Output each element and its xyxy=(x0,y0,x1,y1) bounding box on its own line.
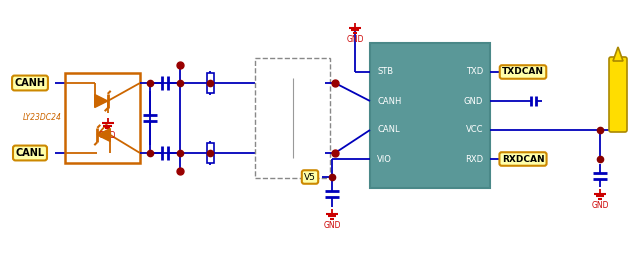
Text: GND: GND xyxy=(591,201,609,210)
Text: GND: GND xyxy=(346,35,364,44)
Text: STB: STB xyxy=(377,68,393,77)
Text: GND: GND xyxy=(464,96,483,106)
Bar xyxy=(65,73,140,163)
Text: RXD: RXD xyxy=(465,155,483,164)
Bar xyxy=(207,143,214,163)
Polygon shape xyxy=(613,47,623,61)
Text: CANH: CANH xyxy=(377,96,401,106)
Polygon shape xyxy=(98,128,110,141)
Text: VCC: VCC xyxy=(466,125,483,134)
Text: VIO: VIO xyxy=(377,155,392,164)
Text: RXDCAN: RXDCAN xyxy=(501,155,544,164)
Text: CANH: CANH xyxy=(15,78,45,88)
Bar xyxy=(255,58,330,178)
Text: GND: GND xyxy=(99,131,117,140)
Text: CANL: CANL xyxy=(15,148,45,158)
FancyBboxPatch shape xyxy=(609,57,627,132)
Text: GND: GND xyxy=(323,221,341,230)
Text: CANL: CANL xyxy=(377,125,399,134)
Bar xyxy=(207,73,214,93)
Polygon shape xyxy=(94,94,108,108)
Text: TXD: TXD xyxy=(466,68,483,77)
Bar xyxy=(370,43,490,188)
Text: V5: V5 xyxy=(304,173,316,181)
Text: TXDCAN: TXDCAN xyxy=(502,68,544,77)
Text: LY23DC24: LY23DC24 xyxy=(23,114,62,123)
